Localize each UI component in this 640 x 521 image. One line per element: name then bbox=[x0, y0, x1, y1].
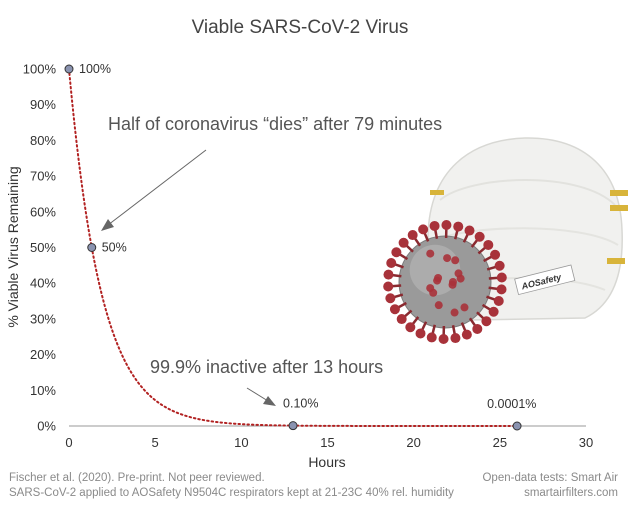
inactivation-arrow bbox=[246, 387, 276, 406]
y-tick-label: 70% bbox=[30, 169, 56, 184]
y-tick-label: 60% bbox=[30, 204, 56, 219]
data-point-label: 100% bbox=[79, 62, 111, 76]
y-tick-label: 100% bbox=[23, 62, 57, 77]
data-point-label: 0.10% bbox=[283, 397, 318, 411]
y-tick-label: 30% bbox=[30, 311, 56, 326]
y-tick-label: 50% bbox=[30, 240, 56, 255]
x-tick-label: 25 bbox=[493, 435, 507, 450]
y-tick-label: 10% bbox=[30, 383, 56, 398]
x-tick-label: 5 bbox=[152, 435, 159, 450]
inactivation-annotation: 99.9% inactive after 13 hours bbox=[150, 357, 383, 377]
data-point bbox=[87, 243, 97, 252]
x-tick-label: 10 bbox=[234, 435, 248, 450]
x-tick-label: 15 bbox=[320, 435, 334, 450]
chart-title: Viable SARS-CoV-2 Virus bbox=[192, 17, 409, 38]
footer-citation-line2: SARS-CoV-2 applied to AOSafety N9504C re… bbox=[9, 487, 454, 499]
x-tick-label: 20 bbox=[406, 435, 420, 450]
data-point-label: 50% bbox=[102, 241, 127, 255]
footer-source: Open-data tests: Smart Air smartairfilte… bbox=[482, 471, 618, 501]
y-tick-label: 0% bbox=[37, 419, 56, 434]
footer-citation: Fischer et al. (2020). Pre-print. Not pe… bbox=[9, 471, 454, 501]
data-point bbox=[512, 421, 522, 431]
y-tick-label: 90% bbox=[30, 97, 56, 112]
data-point bbox=[288, 421, 298, 431]
coronavirus-image bbox=[383, 220, 507, 344]
y-axis: 0% 10% 20% 30% 40% 50% 60% 70% 80% 90% 100% bbox=[23, 62, 57, 434]
x-tick-label: 30 bbox=[579, 435, 593, 450]
half-life-annotation: Half of coronavirus “dies” after 79 minu… bbox=[108, 114, 442, 134]
y-tick-label: 40% bbox=[30, 276, 56, 291]
data-points: 100% 50% 0.10% 0.0001% bbox=[64, 62, 536, 431]
y-tick-label: 20% bbox=[30, 347, 56, 362]
footer-source-line1: Open-data tests: Smart Air bbox=[482, 472, 618, 484]
half-life-arrow bbox=[101, 149, 207, 231]
data-point bbox=[64, 64, 74, 74]
x-tick-label: 0 bbox=[65, 435, 72, 450]
y-tick-label: 80% bbox=[30, 133, 56, 148]
x-axis-label: Hours bbox=[308, 454, 345, 470]
x-axis: 0 5 10 15 20 25 30 bbox=[65, 435, 593, 450]
y-axis-label: % Viable Virus Remaining bbox=[5, 166, 21, 327]
footer-citation-line1: Fischer et al. (2020). Pre-print. Not pe… bbox=[9, 472, 265, 484]
data-point-label: 0.0001% bbox=[487, 397, 536, 411]
footer-source-line2: smartairfilters.com bbox=[524, 487, 618, 499]
